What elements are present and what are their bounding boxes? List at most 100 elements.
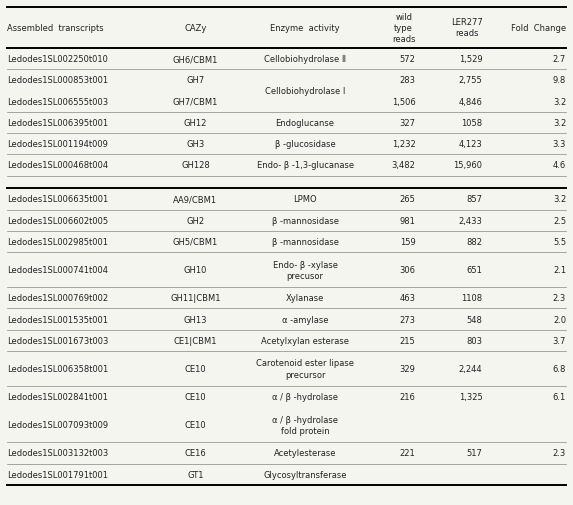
Text: Ledodes1SL006635t001: Ledodes1SL006635t001 — [7, 195, 108, 204]
Text: Ledodes1SL001194t009: Ledodes1SL001194t009 — [7, 140, 108, 149]
Text: 273: 273 — [399, 315, 415, 324]
Text: Ledodes1SL006358t001: Ledodes1SL006358t001 — [7, 364, 108, 373]
Text: Acetylxylan esterase: Acetylxylan esterase — [261, 336, 349, 345]
Text: Ledodes1SL000741t004: Ledodes1SL000741t004 — [7, 266, 108, 275]
Text: GH10: GH10 — [184, 266, 207, 275]
Text: Ledodes1SL002250t010: Ledodes1SL002250t010 — [7, 55, 108, 64]
Text: Xylanase: Xylanase — [286, 294, 324, 302]
Text: Ledodes1SL006395t001: Ledodes1SL006395t001 — [7, 119, 108, 128]
Text: 857: 857 — [466, 195, 482, 204]
Text: 1,232: 1,232 — [392, 140, 415, 149]
Text: GH6/CBM1: GH6/CBM1 — [172, 55, 218, 64]
Text: α / β -hydrolase
fold protein: α / β -hydrolase fold protein — [272, 415, 338, 435]
Text: 6.8: 6.8 — [553, 364, 566, 373]
Text: GH11|CBM1: GH11|CBM1 — [170, 294, 221, 302]
Text: GH128: GH128 — [181, 161, 210, 170]
Text: LER277
reads: LER277 reads — [451, 18, 482, 38]
Text: wild
type
reads: wild type reads — [392, 13, 415, 44]
Text: 306: 306 — [399, 266, 415, 275]
Text: 329: 329 — [399, 364, 415, 373]
Text: 6.1: 6.1 — [553, 392, 566, 401]
Text: Assembled  transcripts: Assembled transcripts — [7, 24, 104, 33]
Text: 2.7: 2.7 — [553, 55, 566, 64]
Text: 283: 283 — [399, 76, 415, 85]
Text: 2.1: 2.1 — [553, 266, 566, 275]
Text: Ledodes1SL000468t004: Ledodes1SL000468t004 — [7, 161, 108, 170]
Text: 2.5: 2.5 — [553, 216, 566, 225]
Text: Ledodes1SL006555t003: Ledodes1SL006555t003 — [7, 97, 108, 107]
Text: Acetylesterase: Acetylesterase — [274, 448, 336, 458]
Text: 572: 572 — [399, 55, 415, 64]
Text: Endo- β -xylase
precusor: Endo- β -xylase precusor — [273, 260, 337, 280]
Text: Endo- β -1,3-glucanase: Endo- β -1,3-glucanase — [257, 161, 354, 170]
Text: Cellobiohydrolase Ⅰ: Cellobiohydrolase Ⅰ — [265, 87, 346, 96]
Text: 3.2: 3.2 — [553, 97, 566, 107]
Text: β -mannosidase: β -mannosidase — [272, 216, 339, 225]
Text: 9.8: 9.8 — [553, 76, 566, 85]
Text: 1108: 1108 — [461, 294, 482, 302]
Text: LPMO: LPMO — [293, 195, 317, 204]
Text: 2.3: 2.3 — [553, 294, 566, 302]
Text: GT1: GT1 — [187, 470, 203, 479]
Text: GH5/CBM1: GH5/CBM1 — [173, 237, 218, 246]
Text: β -mannosidase: β -mannosidase — [272, 237, 339, 246]
Text: 3.2: 3.2 — [553, 195, 566, 204]
Text: α -amylase: α -amylase — [282, 315, 328, 324]
Text: 2,433: 2,433 — [458, 216, 482, 225]
Text: 803: 803 — [466, 336, 482, 345]
Text: 4,846: 4,846 — [458, 97, 482, 107]
Text: GH2: GH2 — [186, 216, 205, 225]
Text: 4,123: 4,123 — [459, 140, 482, 149]
Text: CE16: CE16 — [185, 448, 206, 458]
Text: α / β -hydrolase: α / β -hydrolase — [272, 392, 338, 401]
Text: GH7: GH7 — [186, 76, 205, 85]
Text: CAZy: CAZy — [184, 24, 207, 33]
Text: CE10: CE10 — [185, 392, 206, 401]
Text: Endoglucanse: Endoglucanse — [276, 119, 335, 128]
Text: 216: 216 — [399, 392, 415, 401]
Text: GH3: GH3 — [186, 140, 205, 149]
Text: 3,482: 3,482 — [391, 161, 415, 170]
Text: 981: 981 — [399, 216, 415, 225]
Text: Ledodes1SL002985t001: Ledodes1SL002985t001 — [7, 237, 108, 246]
Text: AA9/CBM1: AA9/CBM1 — [173, 195, 218, 204]
Text: Fold  Change: Fold Change — [511, 24, 566, 33]
Text: 265: 265 — [399, 195, 415, 204]
Text: Ledodes1SL003132t003: Ledodes1SL003132t003 — [7, 448, 108, 458]
Text: Ledodes1SL007093t009: Ledodes1SL007093t009 — [7, 421, 108, 429]
Text: GH7/CBM1: GH7/CBM1 — [172, 97, 218, 107]
Text: 517: 517 — [466, 448, 482, 458]
Text: Ledodes1SL000853t001: Ledodes1SL000853t001 — [7, 76, 108, 85]
Text: 5.5: 5.5 — [553, 237, 566, 246]
Text: 1058: 1058 — [461, 119, 482, 128]
Text: CE10: CE10 — [185, 364, 206, 373]
Text: 2,755: 2,755 — [459, 76, 482, 85]
Text: CE1|CBM1: CE1|CBM1 — [174, 336, 217, 345]
Text: CE10: CE10 — [185, 421, 206, 429]
Text: 2,244: 2,244 — [459, 364, 482, 373]
Text: β -glucosidase: β -glucosidase — [274, 140, 336, 149]
Text: 2.3: 2.3 — [553, 448, 566, 458]
Text: 1,506: 1,506 — [392, 97, 415, 107]
Text: 882: 882 — [466, 237, 482, 246]
Text: 3.7: 3.7 — [553, 336, 566, 345]
Text: Cellobiohydrolase Ⅱ: Cellobiohydrolase Ⅱ — [264, 55, 346, 64]
Text: Carotenoid ester lipase
precursor: Carotenoid ester lipase precursor — [256, 359, 354, 379]
Text: 3.3: 3.3 — [553, 140, 566, 149]
Text: 327: 327 — [399, 119, 415, 128]
Text: 215: 215 — [400, 336, 415, 345]
Text: 1,325: 1,325 — [459, 392, 482, 401]
Text: 651: 651 — [466, 266, 482, 275]
Text: Glycosyltransferase: Glycosyltransferase — [264, 470, 347, 479]
Text: 15,960: 15,960 — [453, 161, 482, 170]
Text: 1,529: 1,529 — [459, 55, 482, 64]
Text: 548: 548 — [466, 315, 482, 324]
Text: 463: 463 — [399, 294, 415, 302]
Text: 221: 221 — [400, 448, 415, 458]
Text: 159: 159 — [400, 237, 415, 246]
Text: GH12: GH12 — [184, 119, 207, 128]
Text: 3.2: 3.2 — [553, 119, 566, 128]
Text: GH13: GH13 — [183, 315, 207, 324]
Text: Ledodes1SL002841t001: Ledodes1SL002841t001 — [7, 392, 108, 401]
Text: Ledodes1SL001535t001: Ledodes1SL001535t001 — [7, 315, 108, 324]
